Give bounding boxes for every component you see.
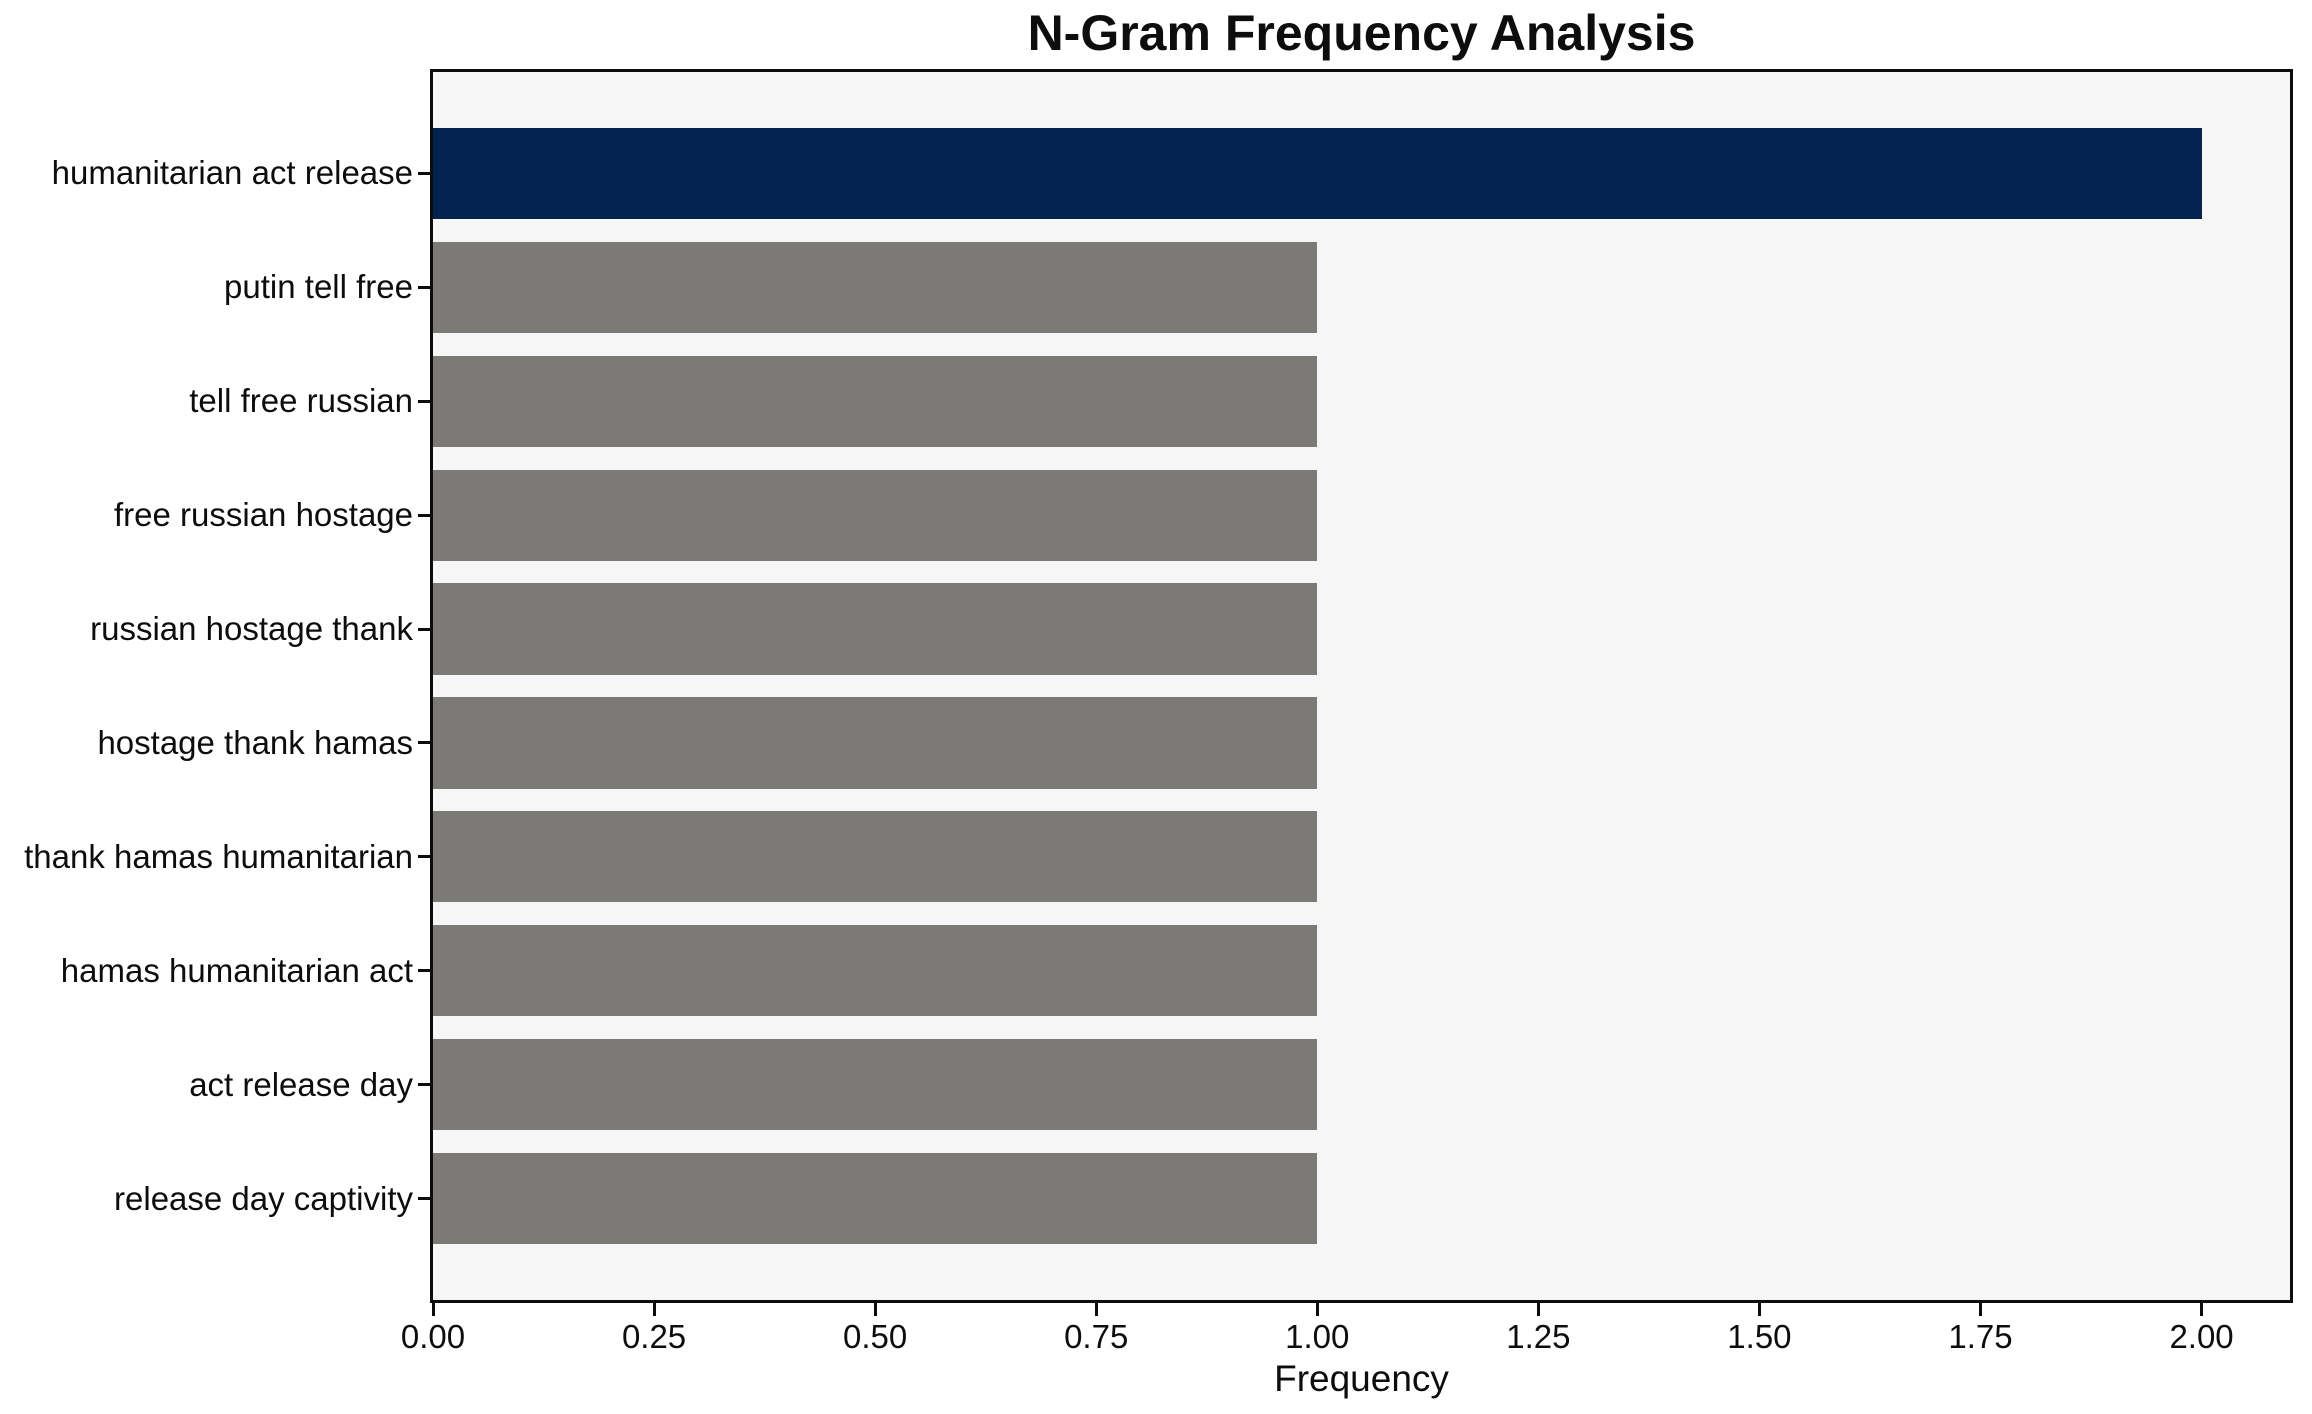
x-tick-label: 0.25 [621, 1318, 687, 1355]
bar-6 [433, 697, 1318, 789]
y-tick-mark [418, 285, 430, 289]
y-tick-label: putin tell free [224, 268, 413, 306]
bar-7 [433, 811, 1318, 903]
x-tick-label: 0.50 [843, 1318, 908, 1355]
bar-9 [433, 1039, 1318, 1131]
y-tick-mark [418, 399, 430, 403]
y-tick-mark [418, 171, 430, 175]
y-tick-mark [418, 513, 430, 517]
x-tick-mark [1094, 1303, 1098, 1316]
bar-5 [433, 583, 1318, 675]
bar-3 [433, 355, 1318, 447]
x-tick-mark [1536, 1303, 1540, 1316]
y-tick-label: russian hostage thank [90, 610, 413, 648]
y-tick-label: act release day [189, 1065, 413, 1103]
x-tick-label: 0.75 [1064, 1318, 1129, 1355]
chart-title: N-Gram Frequency Analysis [1027, 5, 1696, 61]
y-tick-mark [418, 627, 430, 631]
x-tick-mark [1757, 1303, 1761, 1316]
y-tick-label: hostage thank hamas [97, 723, 413, 761]
y-tick-mark [418, 969, 430, 973]
bar-4 [433, 469, 1318, 561]
x-tick-label: 1.75 [1948, 1318, 2013, 1355]
x-axis-label: Frequency [1274, 1358, 1449, 1399]
bar-2 [433, 241, 1318, 333]
y-tick-label: free russian hostage [113, 496, 413, 534]
y-tick-label: hamas humanitarian act [60, 951, 413, 989]
x-tick-mark [1315, 1303, 1319, 1316]
y-tick-label: release day captivity [114, 1179, 413, 1217]
x-tick-mark [2200, 1303, 2204, 1316]
x-tick-label: 1.25 [1506, 1318, 1571, 1355]
y-tick-mark [418, 1083, 430, 1087]
y-tick-mark [418, 741, 430, 745]
plot-area [430, 69, 2293, 1303]
x-tick-label: 1.50 [1727, 1318, 1792, 1355]
x-tick-mark [652, 1303, 656, 1316]
bar-10 [433, 1153, 1318, 1245]
x-tick-mark [873, 1303, 877, 1316]
x-tick-label: 2.00 [2169, 1318, 2234, 1355]
y-tick-mark [418, 1197, 430, 1201]
x-tick-label: 1.00 [1285, 1318, 1350, 1355]
y-tick-mark [418, 855, 430, 859]
bar-1 [433, 127, 2202, 219]
x-tick-label: 0.00 [400, 1318, 466, 1355]
y-tick-label: humanitarian act release [51, 154, 413, 192]
y-tick-label: thank hamas humanitarian [24, 837, 413, 875]
y-tick-label: tell free russian [189, 382, 413, 420]
x-tick-mark [1979, 1303, 1982, 1316]
bar-8 [433, 925, 1318, 1017]
x-tick-mark [431, 1303, 435, 1316]
